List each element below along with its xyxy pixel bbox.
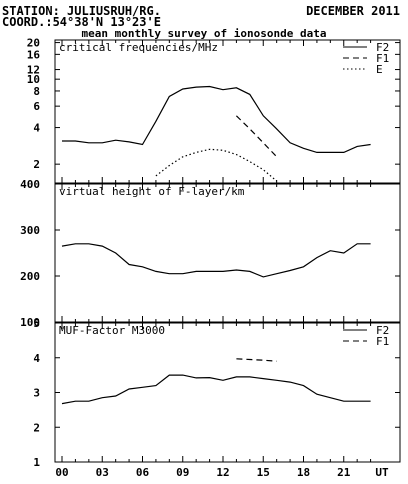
panel-frame	[54, 183, 401, 323]
series-line-height	[61, 243, 371, 278]
panel-title: MUF-Factor M3000	[59, 324, 165, 337]
y-tick-label: 4	[33, 122, 40, 135]
x-tick-label: 21	[337, 466, 351, 479]
legend-label: F2	[376, 41, 389, 54]
y-tick-label: 20	[27, 37, 40, 50]
legend-label: F1	[376, 335, 389, 348]
y-tick-label: 8	[33, 85, 40, 98]
panel-title: critical frequencies/MHz	[59, 41, 218, 54]
series-line-f2	[62, 85, 371, 153]
x-tick-label: 18	[297, 466, 310, 479]
y-tick-label: 4	[33, 352, 40, 365]
survey-title: mean monthly survey of ionosonde data	[81, 27, 326, 40]
x-tick-label: 15	[257, 466, 270, 479]
date-label: DECEMBER 2011	[306, 4, 400, 18]
y-tick-label: 100	[20, 316, 40, 329]
series-line-e	[155, 148, 278, 182]
y-tick-label: 200	[20, 270, 40, 283]
series-line-f1	[235, 115, 278, 158]
legend-label: E	[376, 63, 383, 76]
y-tick-label: 12	[27, 64, 40, 77]
x-tick-label: UT	[375, 466, 389, 479]
y-tick-label: 16	[27, 48, 41, 61]
y-tick-label: 6	[33, 100, 40, 113]
series-line-f2	[61, 374, 371, 405]
x-tick-label: 12	[216, 466, 229, 479]
legend-label: F2	[376, 324, 389, 337]
y-tick-label: 2	[33, 421, 40, 434]
y-tick-label: 2	[33, 158, 40, 171]
y-tick-label: 400	[20, 178, 40, 191]
x-tick-label: 09	[176, 466, 189, 479]
panel-frame	[54, 39, 401, 184]
y-tick-label: 3	[33, 387, 40, 400]
coords-label: COORD.:54°38'N 13°23'E	[2, 15, 161, 29]
panel-frame	[54, 322, 401, 463]
x-tick-label: 00	[55, 466, 68, 479]
x-tick-label: 06	[136, 466, 150, 479]
y-tick-label: 300	[20, 224, 40, 237]
series-line-f1	[236, 358, 277, 362]
station-label: STATION: JULIUSRUH/RG.	[2, 4, 161, 18]
y-tick-label: 1	[33, 456, 40, 469]
panel-title: virtual height of F-layer/km	[59, 185, 245, 198]
legend-label: F1	[376, 52, 389, 65]
y-tick-label: 10	[27, 73, 40, 86]
panel-2: 400 300 200 100 virtual height of F-layer/km	[20, 178, 401, 329]
x-tick-label: 03	[96, 466, 109, 479]
y-tick-label: 5	[33, 317, 40, 330]
